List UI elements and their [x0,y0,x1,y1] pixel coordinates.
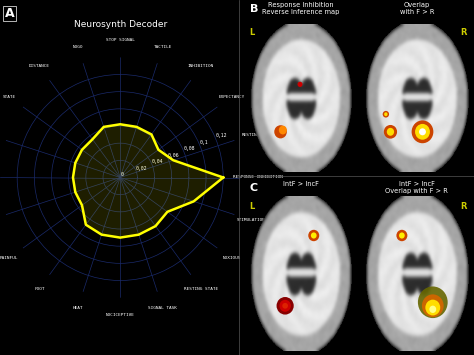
Ellipse shape [274,125,287,138]
Ellipse shape [418,286,447,318]
Ellipse shape [422,294,444,317]
Ellipse shape [276,297,294,315]
Text: R: R [461,28,467,37]
Ellipse shape [387,128,394,136]
Title: Neurosynth Decoder: Neurosynth Decoder [73,20,167,29]
Ellipse shape [384,112,388,116]
Text: B: B [250,4,258,13]
Ellipse shape [419,128,426,135]
Ellipse shape [425,300,440,316]
Text: C: C [250,183,258,193]
Ellipse shape [411,120,433,143]
Ellipse shape [383,111,389,118]
Text: IntF > IncF: IntF > IncF [283,181,319,187]
Text: IntF > IncF
Overlap with F > R: IntF > IncF Overlap with F > R [385,181,448,194]
Ellipse shape [311,233,317,239]
Text: L: L [250,28,255,37]
Polygon shape [73,124,223,237]
Text: Overlap
with F > R: Overlap with F > R [400,2,434,15]
Ellipse shape [279,300,291,312]
Ellipse shape [396,230,407,241]
Ellipse shape [384,125,397,139]
Text: L: L [250,202,255,211]
Ellipse shape [429,306,436,313]
Text: R: R [461,202,467,211]
Ellipse shape [415,124,430,140]
Text: A: A [5,7,14,20]
Ellipse shape [399,233,405,239]
Text: Response Inhibition
Reverse Inference map: Response Inhibition Reverse Inference ma… [263,2,340,15]
Ellipse shape [298,82,302,87]
Ellipse shape [283,303,288,309]
Ellipse shape [308,230,319,241]
Ellipse shape [279,126,287,135]
